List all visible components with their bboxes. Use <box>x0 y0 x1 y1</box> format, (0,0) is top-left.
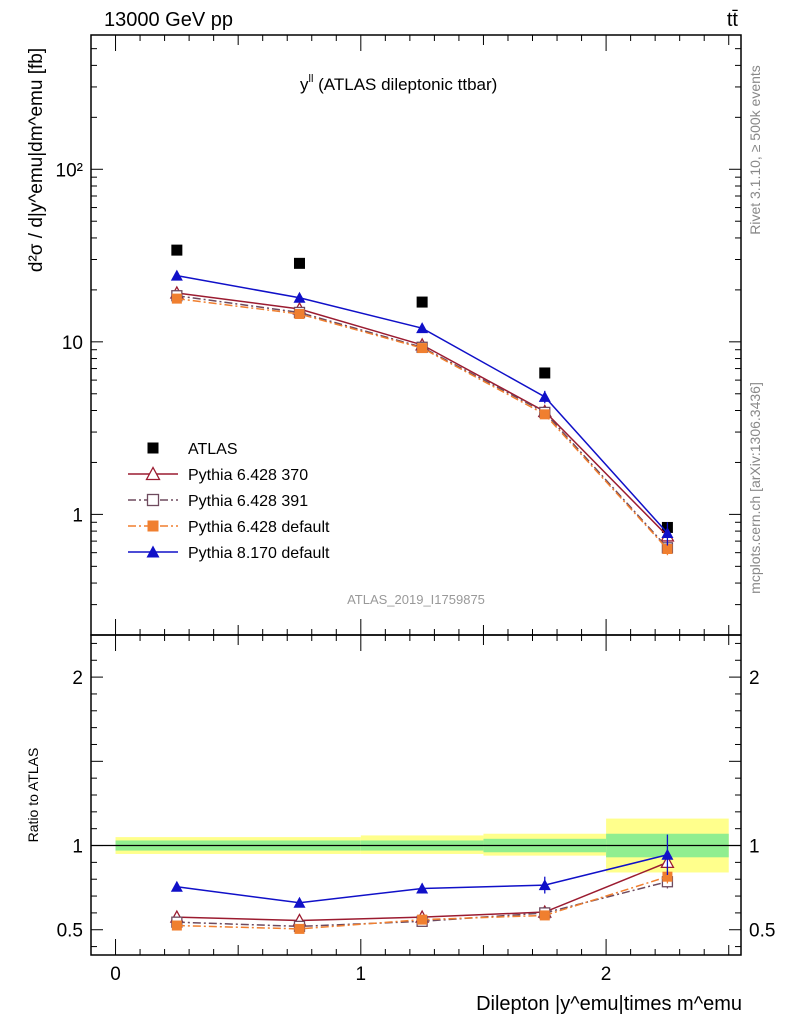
ratio-point-pythia-6-428-default <box>417 914 428 925</box>
main-y-tick-label: 10 <box>62 333 83 354</box>
main-point-atlas <box>539 367 551 379</box>
plot-title: yll (ATLAS dileptonic ttbar) <box>300 73 497 94</box>
ratio-y-tick-label-right: 1 <box>749 837 760 858</box>
main-point-pythia-8-170-default <box>293 291 306 303</box>
plot-title-sup: ll <box>309 73 314 85</box>
analysis-id: ATLAS_2019_I1759875 <box>347 592 485 607</box>
ratio-point-pythia-6-428-default <box>539 910 550 921</box>
rivet-label: Rivet 3.1.10, ≥ 500k events <box>747 65 763 235</box>
main-point-pythia-8-170-default <box>538 390 551 402</box>
process-label: tt̄ <box>727 9 739 31</box>
legend: ATLAS Pythia 6.428 370 Pythia 6.428 391 Pyt… <box>128 441 330 562</box>
legend-label-pythia-8-170-default: Pythia 8.170 default <box>188 545 330 562</box>
x-axis-label: Dilepton |y^emu|times m^emu <box>476 993 742 1015</box>
main-point-pythia-6-428-default <box>662 544 673 555</box>
ratio-y-tick-label-right: 2 <box>749 668 760 689</box>
main-y-tick-label: 10² <box>56 160 83 181</box>
ratio-point-pythia-8-170-default <box>293 896 306 908</box>
legend-label-atlas: ATLAS <box>188 441 238 458</box>
ratio-plot-frame <box>90 634 742 956</box>
ratio-line-pythia-8-170-default <box>176 854 668 904</box>
main-point-atlas <box>416 296 428 308</box>
main-line-pythia-6-428-391 <box>176 294 668 549</box>
x-tick-label: 0 <box>110 964 121 985</box>
ratio-point-pythia-6-428-default <box>662 871 673 882</box>
plot-title-rest: (ATLAS dileptonic ttbar) <box>313 75 497 94</box>
main-point-pythia-8-170-default <box>416 322 429 334</box>
legend-marker-pythia-8-170-default <box>146 545 160 558</box>
ratio-y-tick-label-left: 0.5 <box>57 921 83 942</box>
legend-marker-pythia-6-428-391 <box>146 493 160 507</box>
main-point-pythia-6-428-default <box>171 293 182 304</box>
legend-label-pythia-6-428-default: Pythia 6.428 default <box>188 519 330 536</box>
main-line-pythia-6-428-default <box>176 297 668 550</box>
legend-marker-atlas <box>147 442 159 454</box>
ratio-y-tick-label-left: 1 <box>72 837 83 858</box>
main-point-pythia-6-428-default <box>294 308 305 319</box>
energy-label: 13000 GeV pp <box>104 9 233 31</box>
ratio-point-pythia-6-428-default <box>171 920 182 931</box>
legend-marker-pythia-6-428-370 <box>145 466 161 481</box>
ratio-point-pythia-8-170-default <box>170 880 183 892</box>
y-axis-label-main: d²σ / d|y^emu|dm^emu [fb] <box>26 48 47 272</box>
main-point-pythia-8-170-default <box>170 269 183 281</box>
main-point-pythia-6-428-default <box>539 409 550 420</box>
main-point-pythia-8-170-default <box>661 527 674 539</box>
main-y-tick-label: 1 <box>72 505 83 526</box>
x-tick-label: 2 <box>601 964 612 985</box>
main-point-pythia-6-428-default <box>417 343 428 354</box>
plot-title-main: y <box>300 75 309 94</box>
mcplots-label: mcplots.cern.ch [arXiv:1306.3436] <box>747 382 763 594</box>
ratio-point-pythia-8-170-default <box>661 848 674 860</box>
x-tick-label: 1 <box>356 964 367 985</box>
legend-label-pythia-6-428-391: Pythia 6.428 391 <box>188 493 308 510</box>
legend-label-pythia-6-428-370: Pythia 6.428 370 <box>188 467 308 484</box>
ratio-y-tick-label-right: 0.5 <box>749 921 775 942</box>
y-axis-label-ratio: Ratio to ATLAS <box>25 748 41 843</box>
ratio-y-tick-label-left: 2 <box>72 668 83 689</box>
ratio-point-pythia-8-170-default <box>416 882 429 894</box>
ratio-point-pythia-6-428-default <box>294 923 305 934</box>
main-point-atlas <box>171 244 183 256</box>
ratio-point-pythia-8-170-default <box>538 879 551 891</box>
main-point-atlas <box>293 257 305 269</box>
legend-marker-pythia-6-428-default <box>147 520 159 532</box>
